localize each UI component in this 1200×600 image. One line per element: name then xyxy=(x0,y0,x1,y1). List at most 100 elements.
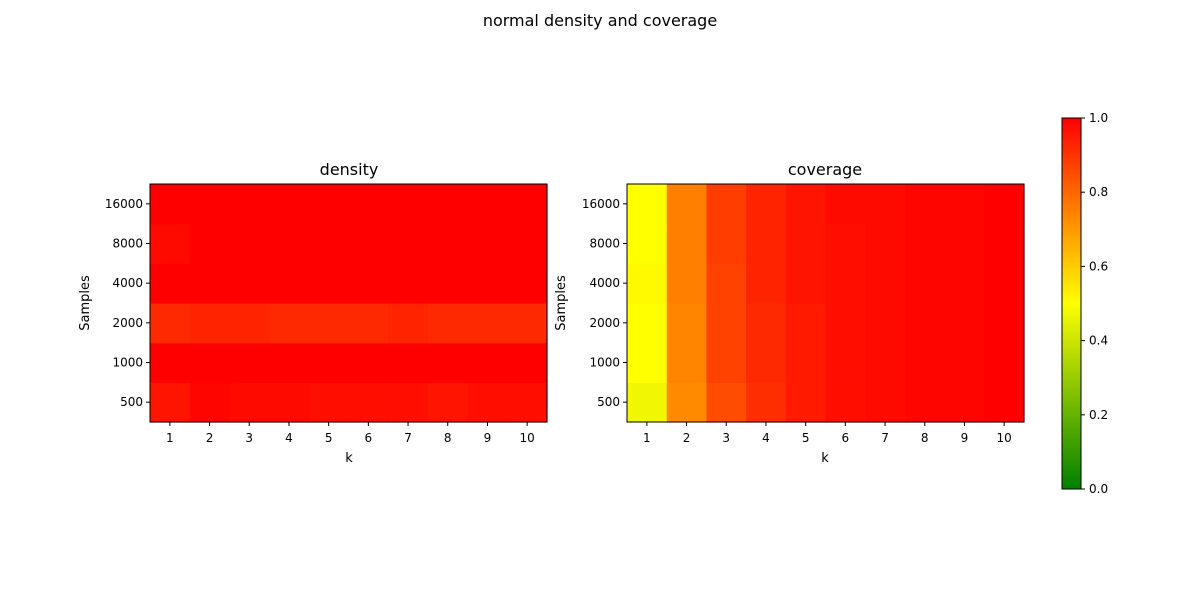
density-y-tick-label: 500 xyxy=(120,395,143,409)
coverage-cell xyxy=(984,303,1025,344)
density-ylabel: Samples xyxy=(78,275,93,331)
coverage-heatmap: coverage k Samples 1 2 3 4 5 6 7 8 9 10 500 1000 200… xyxy=(554,160,1025,466)
density-cell xyxy=(229,303,270,344)
coverage-x-tick-label: 1 xyxy=(643,431,651,445)
colorbar-gradient xyxy=(1061,117,1082,490)
coverage-y-tick-label: 8000 xyxy=(589,237,620,251)
coverage-cell xyxy=(706,184,747,225)
coverage-x-tick-label: 3 xyxy=(722,431,730,445)
density-x-tick-label: 2 xyxy=(206,431,214,445)
coverage-cell xyxy=(904,342,946,383)
density-cell xyxy=(189,223,230,264)
density-cell xyxy=(427,184,469,225)
density-cell xyxy=(189,303,230,344)
density-cell xyxy=(507,184,548,225)
coverage-cell xyxy=(825,263,866,304)
coverage-cell xyxy=(984,223,1025,264)
colorbar-tick-label: 0.0 xyxy=(1089,482,1108,496)
density-x-tick-label: 7 xyxy=(404,431,412,445)
coverage-cell xyxy=(984,263,1025,304)
colorbar: 0.0 0.2 0.4 0.6 0.8 1.0 xyxy=(1061,111,1108,496)
coverage-cell xyxy=(627,263,668,304)
density-cell xyxy=(308,382,350,423)
density-x-tick-label: 1 xyxy=(166,431,174,445)
density-x-tick-label: 5 xyxy=(325,431,333,445)
coverage-cell xyxy=(746,263,787,304)
density-cell xyxy=(150,382,191,423)
density-x-tick-label: 9 xyxy=(484,431,492,445)
coverage-cell xyxy=(785,382,827,423)
density-cell xyxy=(229,382,270,423)
density-x-tick-label: 8 xyxy=(444,431,452,445)
density-heatmap: density k Samples 1 2 3 4 5 6 7 8 9 10 500 1000 2000… xyxy=(78,160,548,466)
coverage-cell xyxy=(904,263,946,304)
density-cell xyxy=(308,184,350,225)
density-cell xyxy=(269,184,310,225)
coverage-cell xyxy=(944,382,985,423)
density-x-tick-label: 3 xyxy=(245,431,253,445)
coverage-cell xyxy=(785,223,827,264)
density-cell xyxy=(150,263,191,304)
coverage-cell xyxy=(706,303,747,344)
density-cell xyxy=(229,342,270,383)
coverage-cell xyxy=(825,342,866,383)
coverage-x-tick-label: 9 xyxy=(961,431,969,445)
density-cell xyxy=(308,223,350,264)
coverage-cell xyxy=(706,223,747,264)
coverage-cell xyxy=(904,184,946,225)
coverage-cell xyxy=(944,263,985,304)
coverage-xlabel: k xyxy=(821,451,829,466)
density-y-tick-label: 1000 xyxy=(112,356,143,370)
density-cell xyxy=(189,263,230,304)
coverage-y-tick-label: 16000 xyxy=(582,197,620,211)
coverage-x-tick-label: 2 xyxy=(683,431,691,445)
density-cell xyxy=(229,184,270,225)
density-y-tick-label: 4000 xyxy=(112,276,143,290)
coverage-cell xyxy=(944,303,985,344)
coverage-cell xyxy=(865,382,906,423)
colorbar-tick-label: 0.2 xyxy=(1089,408,1108,422)
coverage-cell xyxy=(865,342,906,383)
coverage-cell xyxy=(944,223,985,264)
coverage-cell xyxy=(785,342,827,383)
coverage-cell xyxy=(666,303,707,344)
coverage-cell xyxy=(746,382,787,423)
density-cell xyxy=(388,223,429,264)
density-x-tick-label: 4 xyxy=(285,431,293,445)
coverage-y-tick-label: 2000 xyxy=(589,316,620,330)
coverage-cell xyxy=(785,263,827,304)
coverage-cell xyxy=(785,303,827,344)
colorbar-tick-label: 0.4 xyxy=(1089,334,1108,348)
colorbar-tick-label: 1.0 xyxy=(1089,111,1108,125)
coverage-x-tick-label: 10 xyxy=(997,431,1012,445)
density-cell xyxy=(269,223,310,264)
density-cell xyxy=(269,342,310,383)
density-y-tick-label: 8000 xyxy=(112,237,143,251)
coverage-ylabel: Samples xyxy=(554,275,569,331)
density-cell xyxy=(388,382,429,423)
density-cell xyxy=(308,263,350,304)
density-y-tick-label: 2000 xyxy=(112,316,143,330)
coverage-cell xyxy=(865,263,906,304)
density-cell xyxy=(388,342,429,383)
coverage-cell xyxy=(865,184,906,225)
coverage-cell xyxy=(627,303,668,344)
density-cell xyxy=(467,184,508,225)
coverage-cell xyxy=(746,342,787,383)
coverage-y-tick-label: 1000 xyxy=(589,356,620,370)
density-y-tick-label: 16000 xyxy=(105,197,143,211)
coverage-cell xyxy=(865,303,906,344)
coverage-cell xyxy=(944,342,985,383)
density-cell xyxy=(427,303,469,344)
coverage-cell xyxy=(904,303,946,344)
coverage-cell xyxy=(746,303,787,344)
coverage-x-tick-label: 6 xyxy=(842,431,850,445)
density-cell xyxy=(507,382,548,423)
coverage-cell xyxy=(984,342,1025,383)
coverage-cell xyxy=(666,184,707,225)
coverage-axes-frame xyxy=(626,183,1025,423)
density-cell xyxy=(348,184,389,225)
coverage-x-tick-label: 4 xyxy=(762,431,770,445)
density-cell xyxy=(348,382,389,423)
density-cell xyxy=(189,382,230,423)
